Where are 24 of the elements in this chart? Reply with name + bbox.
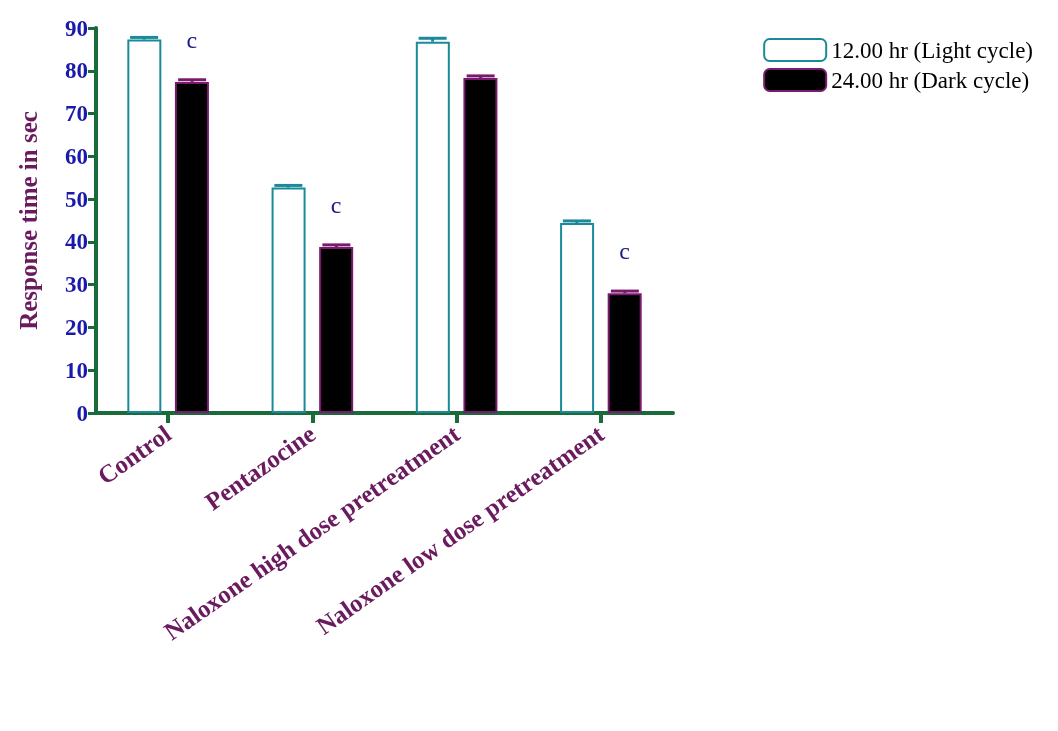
y-tick-label: 20 xyxy=(65,314,88,340)
y-tick-label: 90 xyxy=(65,15,88,41)
bar xyxy=(463,78,498,413)
legend-label: 12.00 hr (Light cycle) xyxy=(831,37,1034,63)
y-tick-label: 0 xyxy=(76,400,88,426)
data-label: c xyxy=(330,192,342,219)
bar xyxy=(560,223,595,413)
y-axis-title: Response time in sec xyxy=(15,111,42,330)
y-tick-label: 40 xyxy=(65,229,88,255)
y-tick-label: 10 xyxy=(65,357,88,383)
bar xyxy=(174,81,209,413)
bar xyxy=(607,293,642,413)
y-tick-label: 50 xyxy=(65,186,88,212)
data-label: c xyxy=(619,238,630,265)
y-tick-label: 70 xyxy=(65,101,88,127)
data-label: c xyxy=(186,26,198,53)
bar xyxy=(415,41,450,413)
bar xyxy=(127,39,162,413)
y-tick-label: 30 xyxy=(65,272,88,298)
bar xyxy=(271,187,306,413)
legend-label: 24.00 hr (Dark cycle) xyxy=(831,67,1030,93)
y-tick-label: 80 xyxy=(65,58,88,84)
y-tick-label: 60 xyxy=(65,143,88,169)
bar xyxy=(319,247,354,413)
